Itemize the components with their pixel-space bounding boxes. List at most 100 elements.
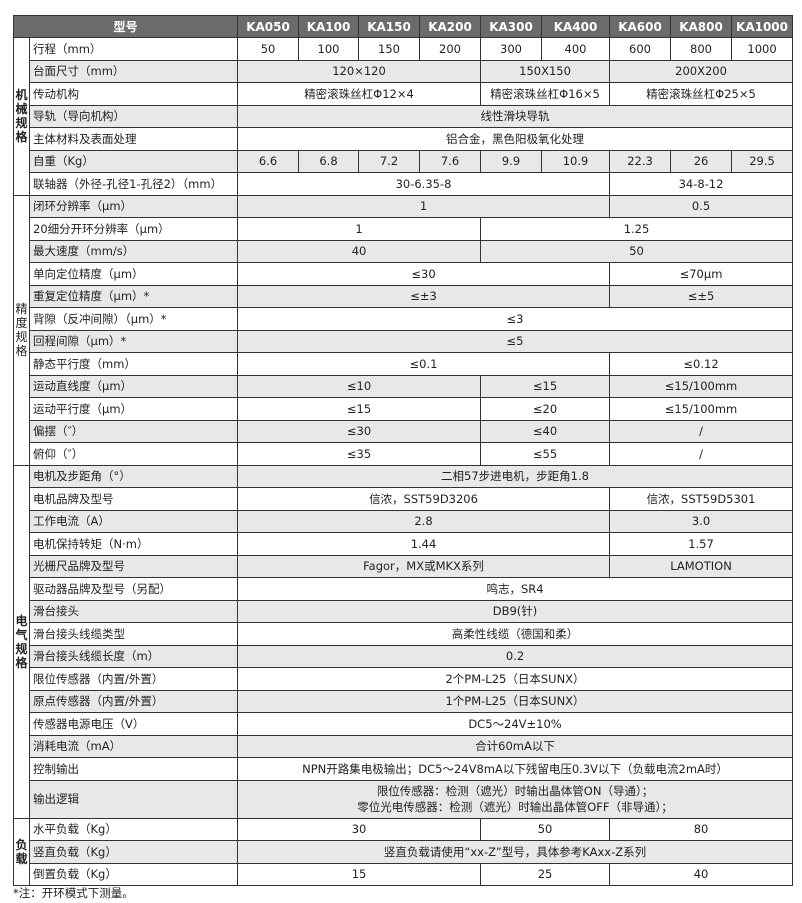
value-cell: 信浓，SST59D5301: [609, 487, 794, 511]
table-row: 限位传感器（内置/外置） 2个PM-L25（日本SUNX）: [14, 667, 794, 691]
value-cell: ≤±3: [237, 284, 611, 308]
value-cell: 100: [298, 37, 360, 61]
table-row: 机械规格 行程（mm） 50 100 150 200 300 400 600 800 1000: [13, 37, 794, 196]
param-label: 倒置负载（Kg）: [28, 862, 239, 886]
value-cell: ≤3: [237, 307, 794, 331]
group-label: 精度规格: [13, 194, 30, 466]
param-label: 俯仰（″）: [28, 442, 239, 466]
param-label: 滑台接头线缆长度（m）: [28, 644, 239, 668]
value-cell: 40: [237, 239, 482, 263]
value-cell: 1000: [731, 37, 794, 61]
value-cell: 80: [609, 817, 794, 841]
table-row: 负载 水平负载（Kg） 30 50 80: [13, 817, 794, 886]
model-header-ka100: KA100: [298, 15, 360, 38]
group-label: 负载: [13, 817, 30, 886]
value-cell: 1.57: [609, 532, 794, 556]
table-row: 俯仰（″） ≤35 ≤55/: [14, 442, 794, 466]
value-cell: 信浓，SST59D3206: [237, 487, 611, 511]
value-cell: 7.2: [358, 149, 421, 173]
value-cell: ≤70μm: [609, 262, 794, 286]
value-cell: 10.9: [541, 149, 611, 173]
param-label: 导轨（导向机构）: [28, 104, 239, 128]
param-label: 主体材料及表面处理: [28, 127, 239, 151]
table-row: 传动机构 精密滚珠丝杠Φ12×4 精密滚珠丝杠Φ16×5 精密滚珠丝杠Φ25×5: [14, 82, 794, 106]
table-row: 驱动器品牌及型号（另配） 鸣志，SR4: [14, 577, 794, 601]
model-header-ka200: KA200: [419, 15, 482, 38]
value-cell: ≤35: [237, 442, 482, 466]
table-row: 滑台接头线缆长度（m） 0.2: [14, 644, 794, 668]
value-cell: 600: [609, 37, 672, 61]
value-cell: 二相57步进电机，步距角1.8: [237, 464, 794, 488]
param-label: 限位传感器（内置/外置）: [28, 667, 239, 691]
param-label: 传动机构: [28, 82, 239, 106]
value-cell: 0.5: [609, 194, 794, 218]
param-label: 滑台接头: [28, 599, 239, 623]
param-label: 输出逻辑: [28, 779, 239, 819]
param-label: 背隙（反冲间隙）（μm）*: [28, 307, 239, 331]
table-row: 运动平行度（μm） ≤15 ≤20 ≤15/100mm: [14, 397, 794, 421]
value-cell: 3.0: [609, 509, 794, 533]
model-header-ka600: KA600: [609, 15, 672, 38]
value-cell: ≤20: [480, 397, 611, 421]
model-header-ka800: KA800: [670, 15, 733, 38]
value-cell: ≤40: [480, 419, 611, 443]
param-label: 传感器电源电压（V）: [28, 712, 239, 736]
table-row: 20细分开环分辨率（μm） 1 1.25: [14, 217, 794, 241]
param-label: 行程（mm）: [28, 37, 239, 61]
table-row: 原点传感器（内置/外置） 1个PM-L25（日本SUNX）: [14, 689, 794, 713]
value-cell: ≤15: [480, 374, 611, 398]
spec-table: 型号 KA050 KA100 KA150 KA200 KA300 KA400 KA600 KA…: [12, 15, 794, 886]
value-cell: 0.2: [237, 644, 794, 668]
table-row: 主体材料及表面处理 铝合金，黑色阳极氧化处理: [14, 127, 794, 151]
value-cell: 1.25: [480, 217, 794, 241]
value-cell: /: [609, 442, 794, 466]
param-label: 光栅尺品牌及型号: [28, 554, 239, 578]
param-label: 偏摆（″）: [28, 419, 239, 443]
value-cell: 1.44: [237, 532, 611, 556]
value-cell: 2.8: [237, 509, 611, 533]
param-label: 静态平行度（mm）: [28, 352, 239, 376]
param-label: 控制输出: [28, 757, 239, 781]
value-cell: DB9(针): [237, 599, 794, 623]
value-cell: ≤30: [237, 262, 611, 286]
param-label: 台面尺寸（mm）: [28, 59, 239, 83]
param-label: 原点传感器（内置/外置）: [28, 689, 239, 713]
model-header-ka050: KA050: [237, 15, 300, 38]
table-row: 传感器电源电压（V） DC5～24V±10%: [14, 712, 794, 736]
value-cell: 25: [480, 862, 611, 886]
value-cell: ≤0.1: [237, 352, 611, 376]
param-label: 滑台接头线缆类型: [28, 622, 239, 646]
model-header-ka1000: KA1000: [731, 15, 794, 38]
value-cell: 1: [237, 217, 482, 241]
table-row: 运动直线度（μm） ≤10 ≤15 ≤15/100mm: [14, 374, 794, 398]
param-label: 驱动器品牌及型号（另配）: [28, 577, 239, 601]
table-row: 背隙（反冲间隙）（μm）* ≤3: [14, 307, 794, 331]
table-row: 回程间隙（μm）* ≤5: [14, 329, 794, 353]
param-label: 自重（Kg）: [28, 149, 239, 173]
model-header: 型号: [12, 15, 239, 38]
param-label: 重复定位精度（μm）*: [28, 284, 239, 308]
value-cell: 120×120: [237, 59, 482, 83]
param-label: 最大速度（mm/s）: [28, 239, 239, 263]
value-cell: 高柔性线缆（德国和柔）: [237, 622, 794, 646]
value-cell: 30: [237, 817, 482, 841]
param-label: 工作电流（A）: [28, 509, 239, 533]
value-cell: ≤±5: [609, 284, 794, 308]
value-cell: 线性滑块导轨: [237, 104, 794, 128]
value-cell: 精密滚珠丝杠Φ25×5: [609, 82, 794, 106]
table-row: 重复定位精度（μm）* ≤±3 ≤±5: [14, 284, 794, 308]
footnote: *注：开环模式下测量。: [13, 886, 134, 900]
table-row: 光栅尺品牌及型号 Fagor，MX或MKX系列 LAMOTION: [14, 554, 794, 578]
value-cell: NPN开路集电极输出；DC5～24V8mA以下残留电压0.3V以下（负载电流2m…: [237, 757, 794, 781]
header-row: 型号 KA050 KA100 KA150 KA200 KA300 KA400 KA600 KA…: [12, 15, 794, 38]
model-header-ka150: KA150: [358, 15, 421, 38]
value-cell: 限位传感器：检测（遮光）时输出晶体管ON（导通）； 零位光电传感器：检测（遮光）时…: [237, 779, 794, 819]
value-cell: 6.8: [298, 149, 360, 173]
value-cell: 7.6: [419, 149, 482, 173]
table-row: 精度规格 闭环分辨率（μm） 1 0.5: [13, 194, 794, 466]
param-label: 联轴器（外径-孔径1-孔径2）（mm）: [28, 172, 239, 196]
table-row: 偏摆（″） ≤30 ≤40/: [14, 419, 794, 443]
param-label: 运动平行度（μm）: [28, 397, 239, 421]
table-row: 竖直负载（Kg） 竖直负载请使用“xx-Z”型号，具体参考KAxx-Z系列: [14, 840, 794, 864]
value-cell: DC5～24V±10%: [237, 712, 794, 736]
